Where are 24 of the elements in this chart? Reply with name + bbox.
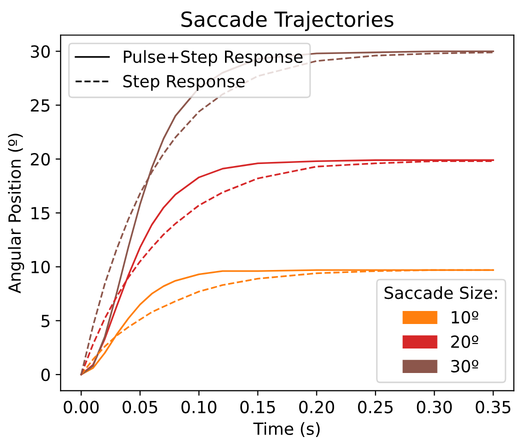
x-tick-label: 0.10: [181, 400, 216, 414]
y-tick-label: 30: [30, 45, 50, 58]
y-tick-label: 20: [30, 153, 50, 166]
y-tick-label: 15: [32, 207, 50, 220]
chart-title: Saccade Trajectories: [181, 10, 394, 32]
x-tick-label: 0.00: [64, 400, 99, 414]
legend-title: Saccade Size:: [384, 286, 497, 300]
legend-label: 30º: [451, 360, 478, 372]
x-tick-label: 0.20: [299, 400, 334, 414]
legend-label: 20º: [451, 335, 478, 348]
annotation: Step Response: [123, 74, 245, 91]
x-tick-label: 0.35: [476, 400, 510, 414]
x-axis-title: Time (s): [253, 422, 320, 437]
y-tick-label: 25: [30, 99, 50, 112]
x-tick-label: 0.15: [240, 400, 275, 414]
annotation: Pulse+Step Response: [124, 50, 303, 66]
x-tick-label: 0.30: [416, 400, 452, 414]
legend-label: 10º: [452, 310, 478, 324]
y-axis-title: Angular Position (º): [8, 134, 24, 294]
y-tick-label: 10: [32, 260, 50, 274]
y-tick-label: 5: [42, 314, 50, 328]
x-tick-label: 0.05: [122, 400, 158, 414]
y-tick-label: 0: [41, 368, 50, 382]
x-tick-label: 0.25: [358, 400, 393, 414]
